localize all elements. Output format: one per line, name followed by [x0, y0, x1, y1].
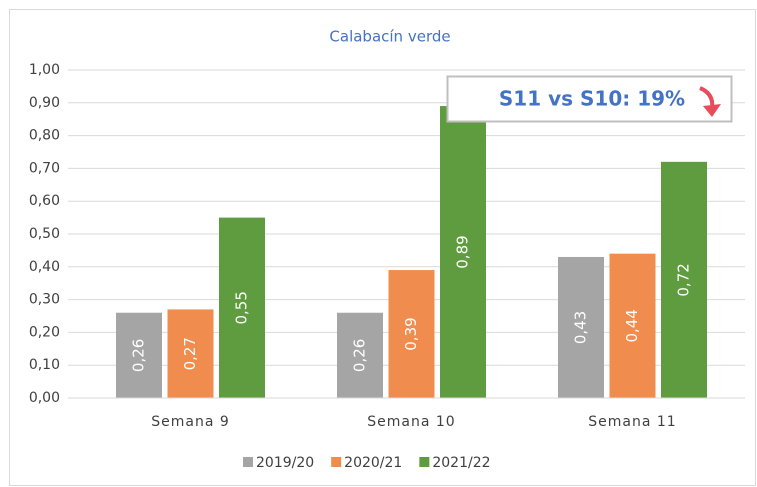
- bar: [388, 270, 435, 398]
- y-tick-label: 0,40: [29, 259, 60, 275]
- data-label: 0,27: [181, 337, 199, 370]
- bar: [116, 312, 162, 398]
- y-tick-label: 0,80: [29, 128, 60, 144]
- bar: [558, 256, 604, 398]
- data-label: 0,44: [623, 309, 641, 342]
- bar: [219, 217, 265, 398]
- data-label: 0,89: [454, 235, 472, 268]
- data-label: 0,26: [351, 339, 369, 372]
- data-label: 0,72: [675, 263, 693, 296]
- bar: [609, 253, 656, 398]
- annotation-arrowhead: [703, 104, 721, 117]
- legend-label: 2021/22: [432, 455, 490, 471]
- legend-label: 2020/21: [344, 455, 402, 471]
- x-tick-label: Semana 9: [151, 414, 230, 430]
- bar: [661, 161, 707, 398]
- legend-swatch: [243, 457, 253, 467]
- bar: [440, 106, 486, 398]
- x-tick-label: Semana 10: [367, 414, 455, 430]
- y-tick-label: 1,00: [29, 62, 60, 78]
- bar: [167, 309, 214, 398]
- legend-swatch: [419, 457, 430, 467]
- y-tick-label: 0,10: [29, 357, 60, 373]
- y-tick-label: 0,50: [29, 226, 60, 242]
- data-label: 0,26: [130, 339, 148, 372]
- y-tick-label: 0,00: [29, 390, 60, 406]
- y-tick-label: 0,30: [29, 292, 60, 308]
- legend-swatch: [331, 457, 342, 467]
- plot-area: 0,00 0,10 0,20 0,30 0,40 0,50 0,60 0,70 0,80 0,90…: [29, 62, 745, 471]
- legend-label: 2019/20: [256, 455, 314, 471]
- annotation: S11 vs S10: 19%: [499, 87, 685, 111]
- y-tick-label: 0,20: [29, 324, 60, 340]
- y-tick-label: 0,70: [29, 160, 60, 176]
- y-tick-label: 0,90: [29, 95, 60, 111]
- x-tick-label: Semana 11: [588, 414, 676, 430]
- y-tick-label: 0,60: [29, 193, 60, 209]
- chart-title: Calabacín verde: [329, 28, 450, 46]
- annotation-box: [446, 75, 733, 123]
- data-label: 0,55: [233, 291, 251, 324]
- data-label: 0,39: [402, 317, 420, 350]
- bar: [337, 312, 383, 398]
- data-label: 0,43: [572, 311, 590, 344]
